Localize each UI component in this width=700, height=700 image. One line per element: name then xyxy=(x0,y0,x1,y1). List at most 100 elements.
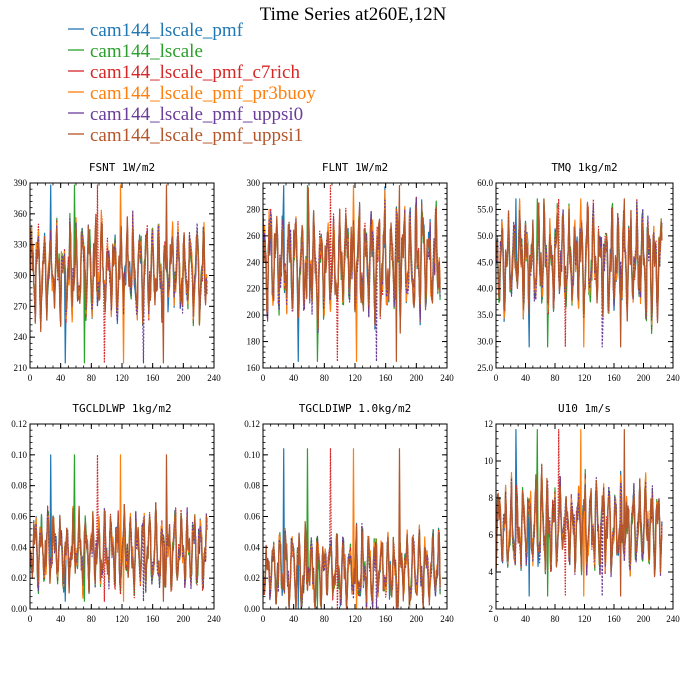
x-tick-label: 120 xyxy=(115,614,129,624)
y-tick-label: 55.0 xyxy=(477,204,493,214)
x-tick-label: 200 xyxy=(637,614,651,624)
y-tick-label: 4 xyxy=(489,567,494,577)
y-tick-label: 330 xyxy=(14,240,28,250)
legend-item: cam144_lscale_pmf_uppsi1 xyxy=(68,125,303,146)
chart-panel: FSNT 1W/m2 0 40 80 120 160 200 240 210 240 270 300 3… xyxy=(14,161,222,383)
x-tick-label: 240 xyxy=(440,614,454,624)
x-tick-label: 200 xyxy=(177,373,191,383)
y-tick-label: 260 xyxy=(247,231,261,241)
x-tick-label: 120 xyxy=(578,614,592,624)
legend-label: cam144_lscale_pmf_uppsi0 xyxy=(90,104,303,125)
y-tick-label: 390 xyxy=(14,178,28,188)
y-tick-label: 2 xyxy=(489,604,494,614)
series-line xyxy=(30,454,208,602)
y-tick-label: 45.0 xyxy=(477,257,493,267)
x-tick-label: 120 xyxy=(348,373,362,383)
y-tick-label: 200 xyxy=(247,310,261,320)
legend-label: cam144_lscale_pmf_uppsi1 xyxy=(90,125,303,146)
series-line xyxy=(30,184,208,364)
panel-title: U10 1m/s xyxy=(558,402,611,415)
panel-title: TGCLDIWP 1.0kg/m2 xyxy=(299,402,412,415)
x-tick-label: 120 xyxy=(578,373,592,383)
x-tick-label: 40 xyxy=(56,373,66,383)
x-tick-label: 80 xyxy=(87,614,97,624)
x-tick-label: 0 xyxy=(28,614,33,624)
series-group xyxy=(263,185,441,362)
x-tick-label: 0 xyxy=(28,373,33,383)
y-tick-label: 0.00 xyxy=(11,604,27,614)
x-tick-label: 80 xyxy=(320,373,330,383)
x-tick-label: 80 xyxy=(320,614,330,624)
x-tick-label: 80 xyxy=(87,373,97,383)
x-tick-label: 240 xyxy=(666,373,680,383)
legend: cam144_lscale_pmfcam144_lscalecam144_lsc… xyxy=(68,20,316,146)
x-tick-label: 200 xyxy=(177,614,191,624)
x-tick-label: 40 xyxy=(521,373,531,383)
x-tick-label: 0 xyxy=(494,373,499,383)
y-tick-label: 0.04 xyxy=(11,542,27,552)
x-tick-label: 40 xyxy=(289,373,299,383)
y-tick-label: 0.10 xyxy=(11,450,27,460)
y-tick-label: 300 xyxy=(247,178,261,188)
y-tick-label: 0.02 xyxy=(244,573,260,583)
x-tick-label: 0 xyxy=(261,373,266,383)
y-tick-label: 360 xyxy=(14,209,28,219)
x-tick-label: 40 xyxy=(56,614,66,624)
y-tick-label: 0.06 xyxy=(11,512,27,522)
y-tick-label: 160 xyxy=(247,363,261,373)
legend-label: cam144_lscale_pmf_c7rich xyxy=(90,62,300,83)
y-tick-label: 40.0 xyxy=(477,284,493,294)
legend-label: cam144_lscale xyxy=(90,41,203,62)
chart-panel: U10 1m/s 0 40 80 120 160 200 240 2 4 6 8 10 12 xyxy=(484,402,680,624)
y-tick-label: 25.0 xyxy=(477,363,493,373)
series-group xyxy=(263,448,441,609)
y-tick-label: 240 xyxy=(14,332,28,342)
y-tick-label: 0.04 xyxy=(244,542,260,552)
y-tick-label: 0.06 xyxy=(244,512,260,522)
y-tick-label: 6 xyxy=(489,530,494,540)
x-tick-label: 240 xyxy=(207,614,221,624)
x-tick-label: 0 xyxy=(494,614,499,624)
legend-item: cam144_lscale_pmf_c7rich xyxy=(68,62,300,83)
x-tick-label: 80 xyxy=(551,373,561,383)
x-tick-label: 120 xyxy=(115,373,129,383)
y-tick-label: 30.0 xyxy=(477,337,493,347)
x-tick-label: 160 xyxy=(379,373,393,383)
series-group xyxy=(496,428,663,597)
series-line xyxy=(496,428,663,597)
series-group xyxy=(496,198,663,348)
series-group xyxy=(30,184,208,364)
x-tick-label: 120 xyxy=(348,614,362,624)
y-tick-label: 10 xyxy=(484,456,494,466)
x-tick-label: 240 xyxy=(207,373,221,383)
y-tick-label: 240 xyxy=(247,257,261,267)
x-tick-label: 0 xyxy=(261,614,266,624)
panel-title: TGCLDLWP 1kg/m2 xyxy=(72,402,171,415)
legend-item: cam144_lscale_pmf_pr3buoy xyxy=(68,83,316,104)
x-tick-label: 160 xyxy=(146,614,160,624)
x-tick-label: 240 xyxy=(440,373,454,383)
y-tick-label: 0.08 xyxy=(244,481,260,491)
panels: FSNT 1W/m20 40 80 120 160 200 2402102402703003… xyxy=(11,161,680,624)
x-tick-label: 80 xyxy=(551,614,561,624)
y-tick-label: 60.0 xyxy=(477,178,493,188)
y-tick-label: 210 xyxy=(14,363,28,373)
x-tick-label: 200 xyxy=(410,614,424,624)
x-tick-label: 160 xyxy=(607,614,621,624)
chart-panel: TMQ 1kg/m2 0 40 80 120 160 200 240 25.0 30.0 35.0 4… xyxy=(477,161,680,383)
y-tick-label: 180 xyxy=(247,337,261,347)
y-tick-label: 220 xyxy=(247,284,261,294)
panel-title: TMQ 1kg/m2 xyxy=(551,161,617,174)
legend-label: cam144_lscale_pmf xyxy=(90,20,244,41)
series-line xyxy=(496,198,663,348)
y-tick-label: 0.12 xyxy=(244,419,260,429)
figure-title: Time Series at260E,12N xyxy=(260,4,447,25)
x-tick-label: 160 xyxy=(607,373,621,383)
series-group xyxy=(30,454,208,602)
y-tick-label: 0.08 xyxy=(11,481,27,491)
y-tick-label: 12 xyxy=(484,419,493,429)
chart-panel: TGCLDIWP 1.0kg/m2 0 40 80 120 160 200 240 0.00 0.… xyxy=(244,402,454,624)
x-tick-label: 40 xyxy=(289,614,299,624)
series-line xyxy=(263,185,441,362)
